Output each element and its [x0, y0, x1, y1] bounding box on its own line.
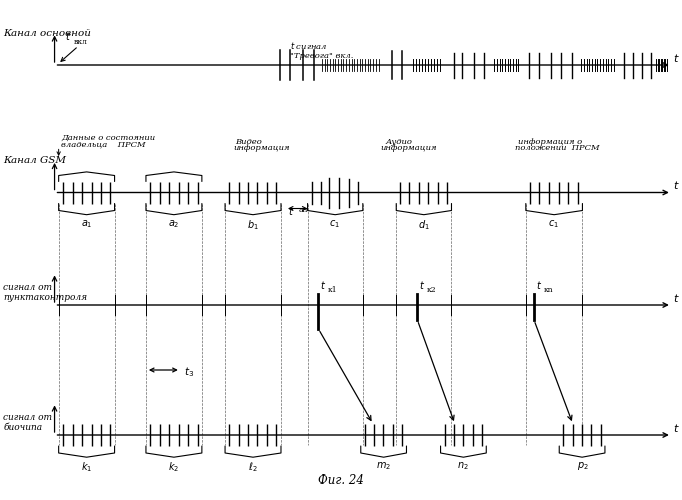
Text: $t$: $t$ [673, 422, 680, 434]
Text: биочипа: биочипа [3, 424, 42, 432]
Text: кn: кn [544, 286, 553, 294]
Text: $t$: $t$ [288, 205, 295, 217]
Text: $t$ сигнал: $t$ сигнал [290, 40, 327, 51]
Text: к1: к1 [327, 286, 337, 294]
Text: пунктаконтроля: пунктаконтроля [3, 294, 87, 302]
Text: $t$: $t$ [320, 279, 326, 291]
Text: положении  ПРСМ: положении ПРСМ [515, 144, 599, 152]
Text: Канал основной: Канал основной [3, 28, 91, 38]
Text: Фиг. 24: Фиг. 24 [318, 474, 364, 488]
Text: вкл: вкл [74, 38, 87, 46]
Text: $t$: $t$ [673, 179, 680, 191]
Text: ан: ан [299, 206, 308, 214]
Text: владельца    ПРСМ: владельца ПРСМ [61, 141, 146, 149]
Text: $t$: $t$ [536, 279, 542, 291]
Text: $a_2$: $a_2$ [168, 218, 179, 230]
Text: $t$: $t$ [673, 52, 680, 64]
Text: $p_2$: $p_2$ [576, 460, 589, 472]
Text: $n_2$: $n_2$ [457, 460, 469, 472]
Text: $\ell_2$: $\ell_2$ [248, 460, 258, 474]
Text: $t$: $t$ [65, 30, 71, 42]
Text: информация о: информация о [518, 138, 582, 145]
Text: $k_2$: $k_2$ [168, 460, 179, 474]
Text: Видео: Видео [235, 138, 262, 145]
Text: $m_2$: $m_2$ [376, 460, 391, 472]
Text: Аудио: Аудио [385, 138, 412, 145]
Text: $k_1$: $k_1$ [81, 460, 92, 474]
Text: сигнал от: сигнал от [3, 284, 53, 292]
Text: "Тревога" вкл.: "Тревога" вкл. [290, 52, 353, 60]
Text: $b_1$: $b_1$ [247, 218, 259, 232]
Text: $c_1$: $c_1$ [329, 218, 340, 230]
Text: сигнал от: сигнал от [3, 414, 53, 422]
Text: информация: информация [233, 144, 290, 152]
Text: $a_1$: $a_1$ [81, 218, 92, 230]
Text: $d_1$: $d_1$ [418, 218, 430, 232]
Text: $c_1$: $c_1$ [548, 218, 559, 230]
Text: $t_3$: $t_3$ [184, 366, 194, 380]
Text: Данные о состоянии: Данные о состоянии [61, 134, 155, 141]
Text: Канал GSM: Канал GSM [3, 156, 66, 165]
Text: к2: к2 [427, 286, 436, 294]
Text: $t$: $t$ [673, 292, 680, 304]
Text: информация: информация [381, 144, 437, 152]
Text: $t$: $t$ [419, 279, 426, 291]
